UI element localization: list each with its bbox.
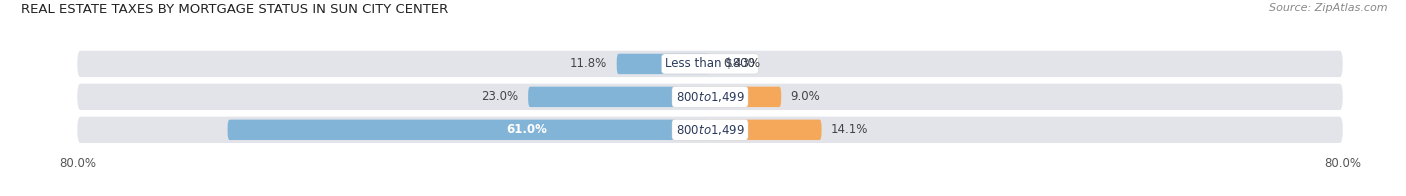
Text: REAL ESTATE TAXES BY MORTGAGE STATUS IN SUN CITY CENTER: REAL ESTATE TAXES BY MORTGAGE STATUS IN …	[21, 3, 449, 16]
Text: Source: ZipAtlas.com: Source: ZipAtlas.com	[1270, 3, 1388, 13]
FancyBboxPatch shape	[710, 87, 782, 107]
FancyBboxPatch shape	[710, 54, 713, 74]
Text: 14.1%: 14.1%	[831, 123, 869, 136]
Text: $800 to $1,499: $800 to $1,499	[675, 90, 745, 104]
FancyBboxPatch shape	[710, 120, 821, 140]
FancyBboxPatch shape	[617, 54, 710, 74]
Text: $800 to $1,499: $800 to $1,499	[675, 123, 745, 137]
FancyBboxPatch shape	[77, 117, 1343, 143]
FancyBboxPatch shape	[77, 51, 1343, 77]
FancyBboxPatch shape	[529, 87, 710, 107]
Text: Less than $800: Less than $800	[665, 57, 755, 70]
Text: 0.43%: 0.43%	[723, 57, 761, 70]
Text: 61.0%: 61.0%	[506, 123, 547, 136]
Text: 9.0%: 9.0%	[790, 90, 821, 103]
FancyBboxPatch shape	[77, 84, 1343, 110]
Text: 11.8%: 11.8%	[569, 57, 607, 70]
Text: 23.0%: 23.0%	[481, 90, 519, 103]
FancyBboxPatch shape	[228, 120, 710, 140]
